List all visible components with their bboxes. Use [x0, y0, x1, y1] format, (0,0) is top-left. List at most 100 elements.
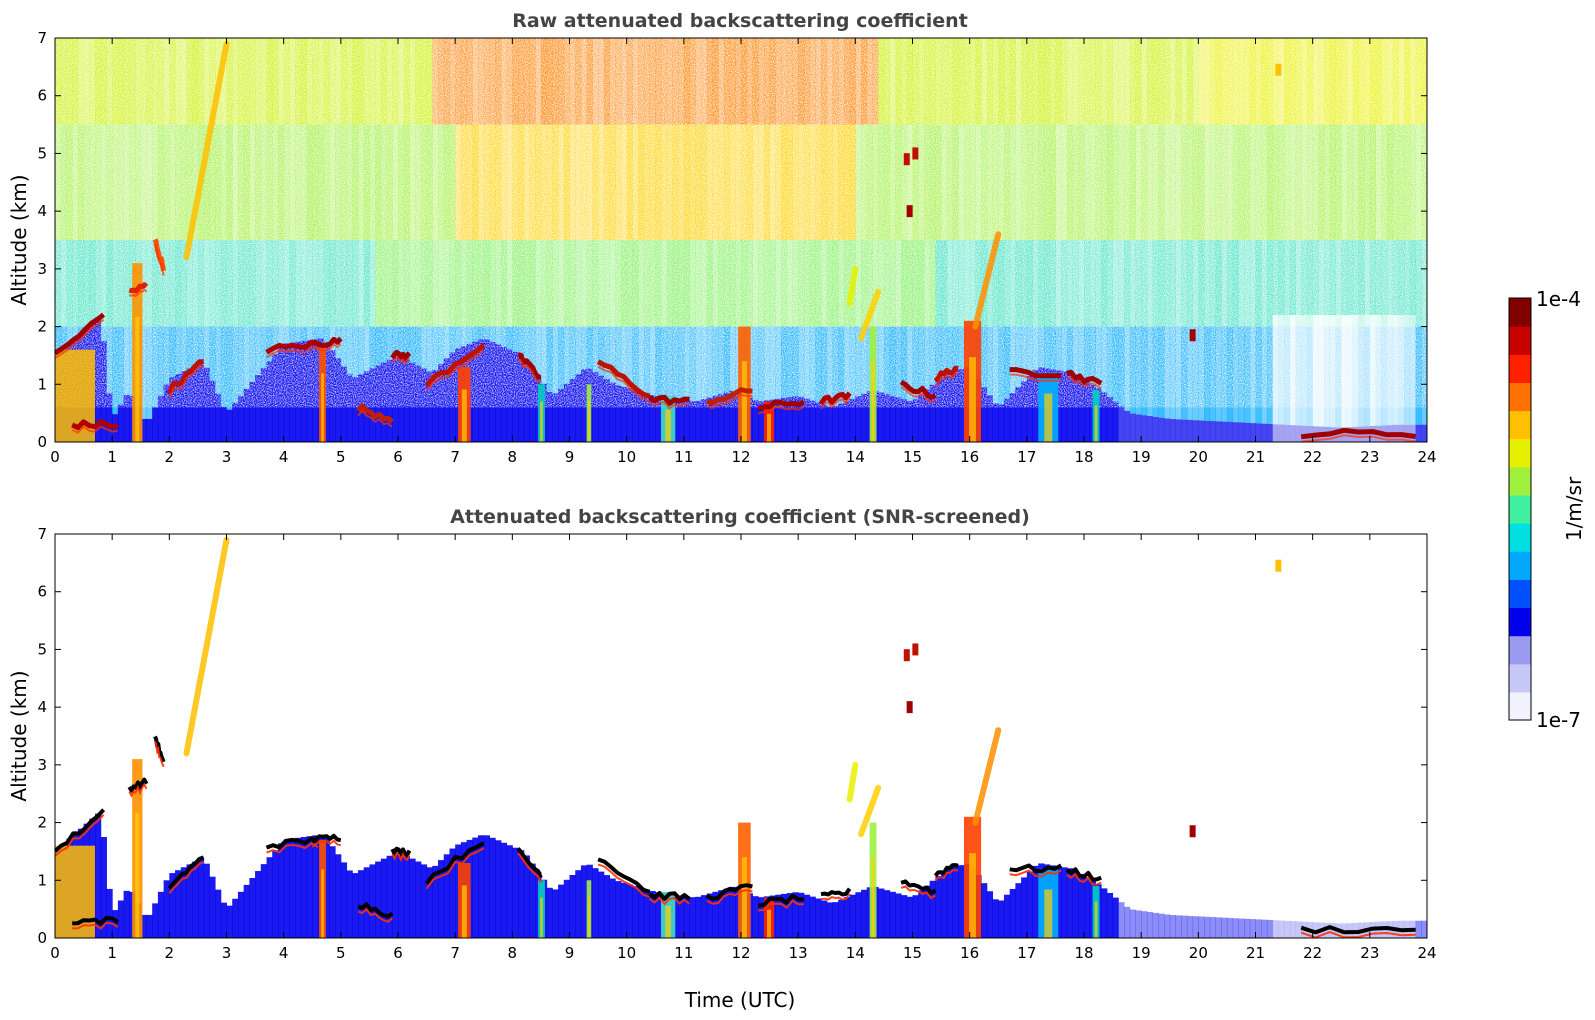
- aerosol-layer: [563, 383, 570, 442]
- x-tick-label: 24: [1417, 448, 1436, 466]
- aerosol-layer: [157, 891, 165, 938]
- aerosol-layer: [483, 835, 490, 938]
- aerosol-layer: [1186, 419, 1194, 442]
- cloud-fragment: [1189, 329, 1196, 342]
- aerosol-layer: [117, 900, 125, 938]
- aerosol-layer: [832, 902, 839, 938]
- aerosol-layer: [1186, 915, 1194, 938]
- cloud-layer: [55, 312, 106, 356]
- aerosol-layer: [215, 889, 222, 938]
- aerosol-layer: [506, 845, 513, 938]
- aerosol-layer: [140, 418, 147, 442]
- plume-core: [969, 853, 976, 938]
- aerosol-layer: [901, 399, 908, 442]
- aerosol-layer: [1295, 425, 1302, 442]
- aerosol-layer: [626, 884, 633, 938]
- aerosol-layer: [335, 854, 342, 938]
- aerosol-layer: [1238, 918, 1245, 938]
- plume-core: [540, 897, 543, 938]
- aerosol-layer: [237, 891, 245, 938]
- cirrus-streak: [183, 536, 230, 757]
- aerosol-layer: [1232, 918, 1239, 938]
- plume-core: [461, 885, 467, 938]
- aerosol-layer: [352, 873, 359, 938]
- aerosol-layer: [1003, 398, 1011, 442]
- aerosol-layer: [901, 895, 908, 938]
- aerosol-layer: [792, 396, 799, 442]
- aerosol-layer: [695, 896, 702, 938]
- aerosol-layer: [1415, 920, 1422, 938]
- x-tick-label: 0: [50, 448, 60, 466]
- colorbar-step: [1509, 551, 1531, 580]
- aerosol-layer: [426, 867, 433, 938]
- cloud-layer-edge: [706, 393, 753, 410]
- aerosol-layer: [861, 393, 868, 442]
- y-axis-screened: 0 1 2 3 4 5 6 7: [37, 525, 1427, 947]
- aerosol-layer: [1106, 396, 1114, 442]
- aerosol-layer: [883, 890, 891, 938]
- aerosol-layer: [855, 396, 862, 442]
- plume-core: [135, 316, 140, 442]
- x-tick-label: 20: [1189, 944, 1208, 962]
- aerosol-layer: [226, 409, 233, 442]
- x-tick-label: 1: [107, 448, 117, 466]
- cloud-layer: [425, 841, 485, 885]
- aerosol-layer: [1169, 915, 1176, 938]
- x-tick-label: 15: [903, 944, 922, 962]
- aerosol-layer: [1164, 418, 1171, 442]
- aerosol-layer: [1244, 422, 1251, 442]
- cloud-fragment: [1275, 559, 1282, 572]
- aerosol-layer: [357, 870, 365, 938]
- aerosol-layer: [815, 898, 822, 938]
- x-tick-label: 22: [1303, 944, 1322, 962]
- cloud-layer-edge: [900, 386, 936, 404]
- aerosol-layer: [1204, 420, 1211, 442]
- aerosol-layer: [1221, 421, 1228, 442]
- aerosol-layer: [569, 379, 576, 442]
- aerosol-layer: [632, 886, 639, 938]
- raw-backscatter-panel: Raw attenuated backscattering coefficien…: [7, 10, 1437, 466]
- aerosol-layer: [1141, 911, 1148, 938]
- colorbar-min-label: 1e-7: [1536, 708, 1581, 732]
- aerosol-layer: [1021, 877, 1028, 938]
- cloud-layer: [424, 342, 486, 388]
- aerosol-layer: [558, 884, 565, 938]
- aerosol-layer: [1129, 909, 1136, 938]
- aerosol-layer: [1112, 897, 1119, 938]
- cloud-layer-edge: [1300, 931, 1416, 938]
- aerosol-layer: [518, 850, 525, 938]
- aerosol-layer: [883, 394, 891, 442]
- aerosol-layer: [832, 406, 839, 442]
- cloud-layer: [757, 399, 805, 412]
- x-tick-label: 14: [846, 944, 865, 962]
- colorbar-step: [1509, 663, 1531, 693]
- aerosol-layer: [249, 381, 256, 442]
- aerosol-layer: [689, 897, 696, 938]
- aerosol-layer: [998, 404, 1005, 442]
- aerosol-layer: [672, 398, 679, 442]
- plume-core: [871, 361, 875, 442]
- cloud-layer-edge: [55, 318, 105, 359]
- aerosol-layer: [781, 397, 788, 442]
- cloud-layer: [758, 893, 804, 908]
- aerosol-layer: [1192, 420, 1199, 442]
- aerosol-layer: [603, 379, 611, 442]
- x-tick-label: 9: [565, 448, 575, 466]
- aerosol-layer: [500, 842, 508, 938]
- aerosol-layer: [386, 855, 393, 938]
- aerosol-layer: [1135, 910, 1142, 938]
- y-tick-label: 6: [37, 87, 47, 105]
- aerosol-layer: [1352, 426, 1359, 442]
- cloud-layer-edge: [900, 885, 936, 900]
- cloud-layer-edge: [168, 365, 204, 399]
- colorbar-step: [1509, 382, 1531, 412]
- aerosol-layer: [918, 890, 925, 938]
- cloud-layer-edge: [391, 355, 411, 366]
- y-tick-label: 6: [37, 583, 47, 601]
- aerosol-layer: [1261, 423, 1268, 442]
- plume-core: [665, 905, 671, 938]
- aerosol-layer: [346, 374, 353, 442]
- cloud-layer-edge: [1301, 434, 1416, 442]
- aerosol-layer: [1272, 424, 1279, 442]
- aerosol-layer: [643, 889, 651, 938]
